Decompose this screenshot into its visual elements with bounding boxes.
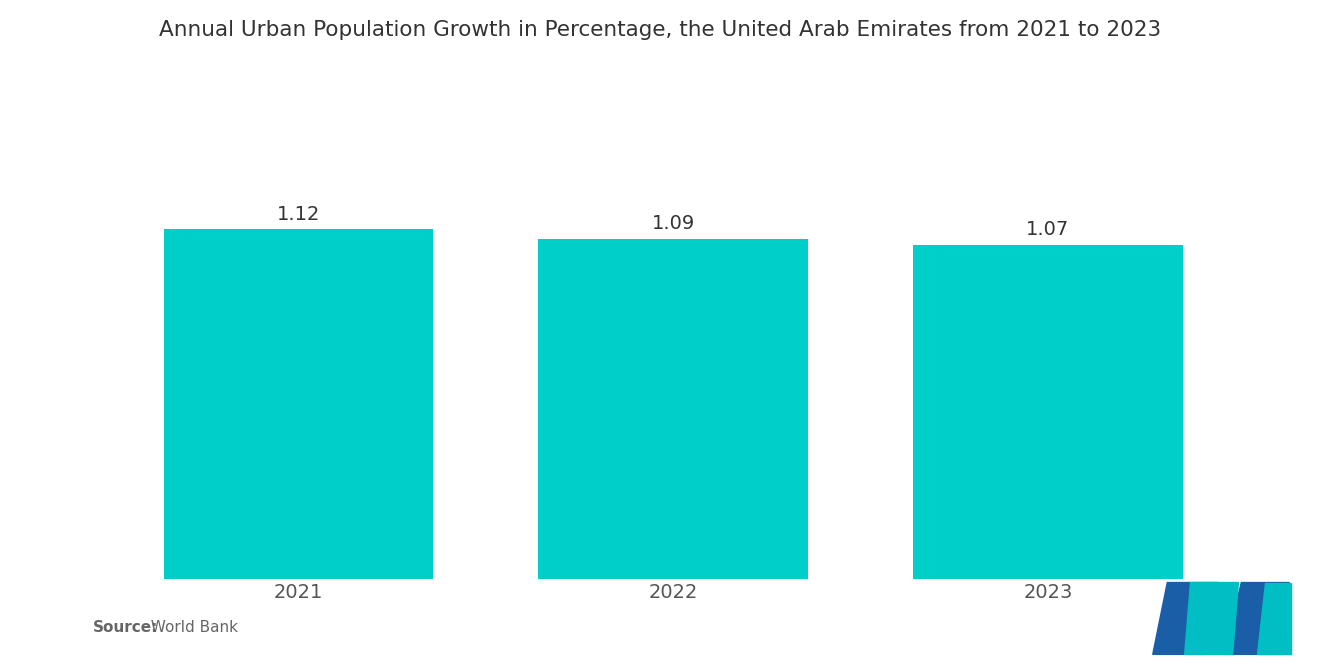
Bar — [913, 245, 1183, 579]
Bar — [539, 239, 808, 579]
Polygon shape — [1257, 583, 1291, 654]
Text: 1.12: 1.12 — [277, 205, 321, 223]
Text: Source:: Source: — [92, 620, 158, 635]
Text: 1.07: 1.07 — [1026, 220, 1069, 239]
Polygon shape — [1224, 583, 1290, 654]
Polygon shape — [1152, 583, 1218, 654]
Text: Annual Urban Population Growth in Percentage, the United Arab Emirates from 2021: Annual Urban Population Growth in Percen… — [158, 20, 1162, 40]
Polygon shape — [1185, 583, 1238, 654]
Bar — [164, 229, 433, 579]
Text: World Bank: World Bank — [141, 620, 238, 635]
Text: 1.09: 1.09 — [652, 214, 694, 233]
